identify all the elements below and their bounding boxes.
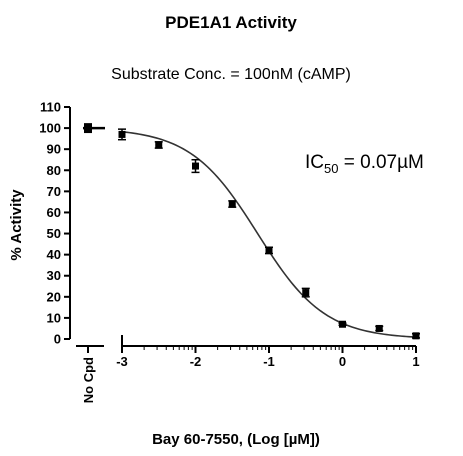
ic50-subscript: 50: [324, 161, 338, 176]
y-tick-label: 70: [47, 184, 61, 199]
data-point: [339, 320, 346, 328]
data-point: [155, 141, 163, 149]
y-tick-label: 10: [47, 310, 61, 325]
axes: 0 10 20 30 40 50 60 70 80 90 100 110 No Cpd -3 -2 -1 0 1: [39, 100, 419, 404]
data-point: [265, 246, 273, 254]
y-tick-label: 0: [54, 332, 61, 347]
y-tick-label: 100: [39, 121, 61, 136]
y-tick-label: 110: [40, 100, 61, 115]
y-tick-label: 90: [47, 142, 61, 157]
y-tick-label: 50: [47, 226, 61, 241]
data-point: [412, 332, 420, 340]
x-tick-label: -2: [190, 354, 202, 369]
control-point: [84, 124, 92, 133]
y-axis-title: % Activity: [8, 189, 25, 261]
y-tick-label: 20: [47, 289, 61, 304]
data-point: [192, 162, 199, 170]
x-tick-label: 1: [412, 354, 419, 369]
x-tick-label: -3: [116, 354, 128, 369]
y-tick-label: 40: [47, 247, 61, 262]
data-marks: [83, 123, 420, 340]
chart-title: PDE1A1 Activity: [165, 13, 297, 32]
data-point: [375, 324, 383, 332]
chart-subtitle: Substrate Conc. = 100nM (cAMP): [111, 66, 351, 83]
ic50-value: = 0.07µM: [338, 152, 423, 173]
data-point: [228, 200, 236, 208]
x-tick-label: -1: [263, 354, 275, 369]
y-tick-label: 30: [47, 268, 61, 283]
x-tick-label: 0: [339, 354, 346, 369]
data-point: [118, 130, 126, 138]
ic50-label: IC: [305, 152, 324, 173]
x-axis-title: Bay 60-7550, (Log [µM]): [152, 431, 320, 448]
ic50-annotation: IC50 = 0.07µM: [305, 152, 424, 176]
y-tick-label: 60: [47, 205, 61, 220]
data-point: [302, 289, 310, 297]
x-tick-label-control: No Cpd: [81, 357, 96, 403]
y-tick-label: 80: [47, 163, 61, 178]
